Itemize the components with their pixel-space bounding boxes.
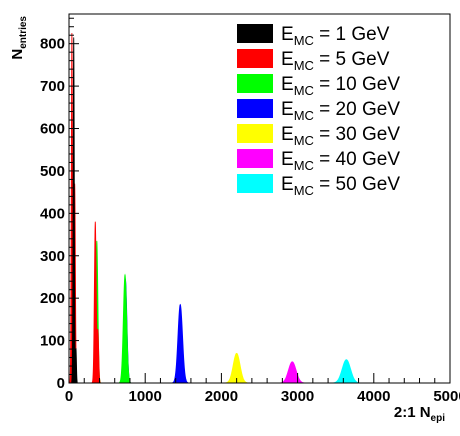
x-tick-label: 0 [65,388,73,405]
y-tick-label: 200 [40,290,65,307]
legend-swatch-5-gev [237,49,273,68]
series-30-gev [222,352,251,384]
plot-frame [68,13,451,384]
y-tick-label: 700 [40,78,65,95]
x-tick-label: 2000 [205,388,238,405]
series-20-gev [118,277,190,384]
series-40-gev [276,361,308,384]
y-tick-label: 800 [40,36,65,53]
legend-label-10-gev: EMC = 10 GeV [281,74,400,98]
y-tick-label: 500 [40,163,65,180]
x-axis-title: 2:1 Nepi [394,404,445,424]
y-tick-label: 100 [40,333,65,350]
y-tick-label: 600 [40,121,65,138]
legend-label-5-gev: EMC = 5 GeV [281,49,390,73]
legend-label-30-gev: EMC = 30 GeV [281,124,400,148]
axis-titles: 2:1 Nepi Nentries [9,16,445,424]
x-axis-title-sub: epi [431,413,446,424]
legend-swatch-1-gev [237,24,273,43]
x-axis-title-main: 2:1 N [394,404,431,421]
legend-label-50-gev: EMC = 50 GeV [281,174,400,198]
y-axis-title-main: N [9,49,26,60]
x-tick-label: 3000 [281,388,314,405]
legend-swatch-50-gev [237,174,273,193]
legend-swatch-20-gev [237,99,273,118]
axes [68,13,451,384]
y-tick-label: 0 [57,375,65,392]
y-tick-label: 300 [40,248,65,265]
legend-label-40-gev: EMC = 40 GeV [281,149,400,173]
legend-swatch-10-gev [237,74,273,93]
ticks [68,17,451,384]
legend-label-20-gev: EMC = 20 GeV [281,99,400,123]
series-1-gev [70,37,79,384]
legend-swatch-40-gev [237,149,273,168]
x-tick-label: 1000 [129,388,162,405]
y-axis-title-sub: entries [18,16,29,49]
y-tick-label: 400 [40,205,65,222]
legend-label-1-gev: EMC = 1 GeV [281,24,390,48]
x-tick-label: 4000 [357,388,390,405]
y-axis-title: Nentries [9,16,29,60]
legend-swatch-30-gev [237,124,273,143]
